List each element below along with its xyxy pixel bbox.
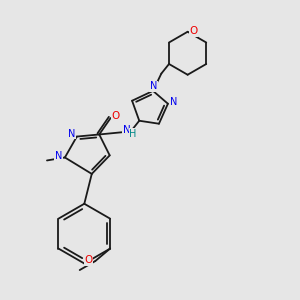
Text: N: N bbox=[170, 97, 178, 107]
Text: N: N bbox=[150, 81, 157, 92]
Text: O: O bbox=[190, 26, 198, 36]
Text: O: O bbox=[112, 111, 120, 121]
Text: H: H bbox=[129, 129, 136, 139]
Text: O: O bbox=[85, 256, 93, 266]
Text: N: N bbox=[68, 129, 75, 139]
Text: N: N bbox=[123, 125, 130, 135]
Text: N: N bbox=[55, 151, 62, 161]
